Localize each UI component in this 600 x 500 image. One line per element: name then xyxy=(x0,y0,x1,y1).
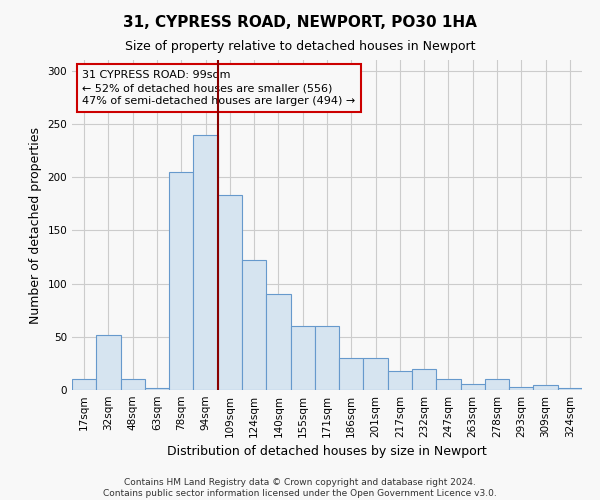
Bar xyxy=(558,388,582,390)
Text: Contains HM Land Registry data © Crown copyright and database right 2024.
Contai: Contains HM Land Registry data © Crown c… xyxy=(103,478,497,498)
X-axis label: Distribution of detached houses by size in Newport: Distribution of detached houses by size … xyxy=(167,446,487,458)
Bar xyxy=(436,380,461,390)
Bar xyxy=(193,134,218,390)
Text: Size of property relative to detached houses in Newport: Size of property relative to detached ho… xyxy=(125,40,475,53)
Bar xyxy=(290,326,315,390)
Bar xyxy=(145,388,169,390)
Bar xyxy=(242,260,266,390)
Bar xyxy=(315,326,339,390)
Text: 31 CYPRESS ROAD: 99sqm
← 52% of detached houses are smaller (556)
47% of semi-de: 31 CYPRESS ROAD: 99sqm ← 52% of detached… xyxy=(82,70,355,106)
Bar xyxy=(412,368,436,390)
Bar xyxy=(339,358,364,390)
Bar xyxy=(364,358,388,390)
Bar xyxy=(169,172,193,390)
Bar xyxy=(509,387,533,390)
Bar xyxy=(533,384,558,390)
Bar xyxy=(388,371,412,390)
Bar xyxy=(121,380,145,390)
Bar xyxy=(461,384,485,390)
Bar xyxy=(72,380,96,390)
Text: 31, CYPRESS ROAD, NEWPORT, PO30 1HA: 31, CYPRESS ROAD, NEWPORT, PO30 1HA xyxy=(123,15,477,30)
Bar xyxy=(485,380,509,390)
Bar xyxy=(266,294,290,390)
Bar xyxy=(96,334,121,390)
Y-axis label: Number of detached properties: Number of detached properties xyxy=(29,126,42,324)
Bar xyxy=(218,195,242,390)
